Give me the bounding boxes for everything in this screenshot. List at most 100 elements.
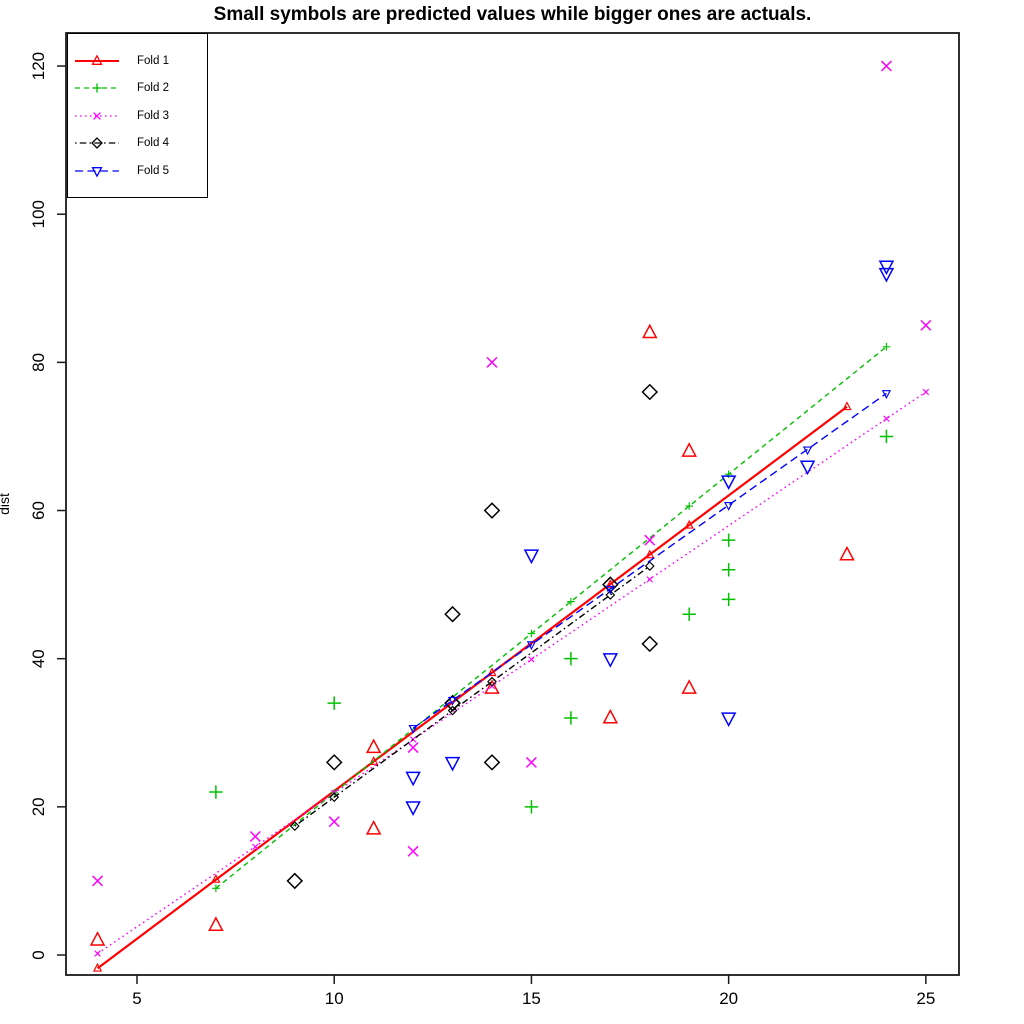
actual-point-fold-1 [365, 738, 382, 754]
legend-item-fold-5: Fold 5 [74, 157, 207, 185]
regression-line-fold-4 [294, 565, 651, 827]
predicted-point-fold-2 [567, 597, 575, 606]
actual-point-fold-5 [405, 801, 421, 816]
actual-point-fold-1 [681, 442, 697, 457]
actual-point-fold-1 [208, 916, 224, 931]
predicted-point-fold-4 [644, 561, 655, 571]
predicted-point-fold-2 [724, 470, 733, 479]
actual-point-fold-3 [407, 845, 419, 857]
legend-marker-sample [92, 83, 102, 93]
actual-point-fold-2 [209, 785, 223, 799]
predicted-point-fold-3 [409, 736, 417, 743]
actual-point-fold-3 [644, 534, 656, 546]
actual-point-fold-4 [483, 502, 501, 519]
actual-point-fold-1 [642, 323, 658, 339]
predicted-point-fold-3 [528, 656, 535, 663]
predicted-point-fold-3 [94, 950, 101, 957]
actual-point-fold-5 [878, 267, 895, 283]
predicted-point-fold-1 [605, 579, 615, 588]
predicted-point-fold-4 [289, 821, 300, 832]
actual-point-fold-5 [720, 475, 737, 490]
predicted-point-fold-5 [802, 446, 813, 456]
predicted-point-fold-3 [922, 388, 930, 396]
actual-point-fold-5 [405, 771, 421, 787]
predicted-point-fold-5 [881, 390, 892, 399]
legend-item-label: Fold 2 [137, 82, 169, 94]
actual-point-fold-1 [839, 545, 855, 561]
predicted-point-fold-4 [487, 676, 497, 687]
predicted-point-fold-1 [487, 667, 497, 677]
actual-point-fold-4 [444, 694, 461, 712]
predicted-point-fold-3 [646, 576, 653, 583]
legend-key-fold-4-icon [75, 137, 119, 149]
legend-item-label: Fold 3 [137, 109, 169, 122]
predicted-point-fold-1 [684, 519, 694, 529]
x-tick-label: 10 [325, 989, 344, 1008]
legend-key-fold-2-icon [75, 83, 119, 93]
y-tick-label: 0 [29, 950, 48, 959]
x-tick-label: 5 [132, 989, 141, 1008]
actual-point-fold-2 [327, 696, 341, 710]
actual-point-fold-4 [641, 635, 659, 653]
actual-point-fold-5 [602, 653, 619, 668]
x-tick-label: 20 [719, 989, 738, 1008]
actual-point-fold-4 [444, 605, 461, 623]
predicted-point-fold-1 [369, 756, 379, 765]
x-tick-label: 25 [916, 989, 935, 1008]
actual-point-fold-3 [249, 830, 261, 842]
actual-point-fold-5 [799, 460, 816, 476]
actual-point-fold-3 [486, 356, 498, 368]
y-tick-label: 120 [29, 52, 48, 80]
actual-point-fold-2 [721, 592, 736, 607]
predicted-point-fold-4 [605, 590, 616, 600]
legend-marker-sample [91, 137, 103, 149]
predicted-point-fold-5 [605, 585, 615, 595]
actual-point-fold-1 [89, 931, 106, 946]
legend-item-label: Fold 4 [137, 137, 169, 149]
predicted-point-fold-5 [408, 725, 418, 734]
legend-marker-sample [93, 111, 101, 120]
y-tick-label: 80 [29, 353, 48, 372]
actual-point-fold-5 [523, 549, 540, 565]
predicted-point-fold-3 [883, 415, 890, 422]
predicted-point-fold-5 [526, 641, 537, 651]
actual-point-fold-4 [641, 383, 659, 401]
actual-point-fold-3 [920, 319, 932, 331]
actual-point-fold-2 [682, 607, 696, 621]
y-tick-label: 60 [29, 501, 48, 520]
x-tick-label: 15 [522, 989, 541, 1008]
predicted-point-fold-1 [92, 962, 103, 972]
actual-point-fold-3 [407, 742, 419, 754]
predicted-point-fold-5 [724, 502, 734, 511]
actual-point-fold-3 [328, 816, 340, 828]
predicted-point-fold-2 [527, 629, 536, 638]
predicted-point-fold-2 [882, 343, 891, 351]
legend-item-fold-3: Fold 3 [74, 102, 207, 130]
regression-line-fold-3 [97, 391, 927, 955]
actual-point-fold-1 [365, 819, 382, 835]
actual-point-fold-1 [602, 708, 619, 724]
legend-key-fold-1-icon [75, 53, 119, 65]
actual-point-fold-1 [681, 679, 697, 694]
regression-line-fold-1 [96, 405, 848, 970]
actual-point-fold-4 [286, 872, 304, 890]
actual-point-fold-2 [721, 563, 736, 577]
actual-point-fold-3 [880, 60, 892, 72]
legend-item-label: Fold 1 [137, 54, 169, 67]
actual-point-fold-3 [525, 756, 537, 768]
legend-marker-sample [91, 166, 103, 178]
legend-item-label: Fold 5 [137, 164, 169, 177]
plot-box [65, 32, 960, 976]
predicted-point-fold-5 [447, 696, 458, 706]
predicted-point-fold-1 [645, 549, 655, 559]
actual-point-fold-5 [878, 260, 895, 276]
actual-point-fold-2 [564, 711, 578, 725]
actual-point-fold-5 [444, 756, 461, 772]
actual-point-fold-1 [484, 679, 500, 694]
actual-point-fold-4 [325, 754, 343, 771]
regression-line-fold-5 [412, 392, 887, 729]
legend-key-fold-3-icon [75, 111, 119, 120]
predicted-point-fold-1 [842, 401, 852, 411]
